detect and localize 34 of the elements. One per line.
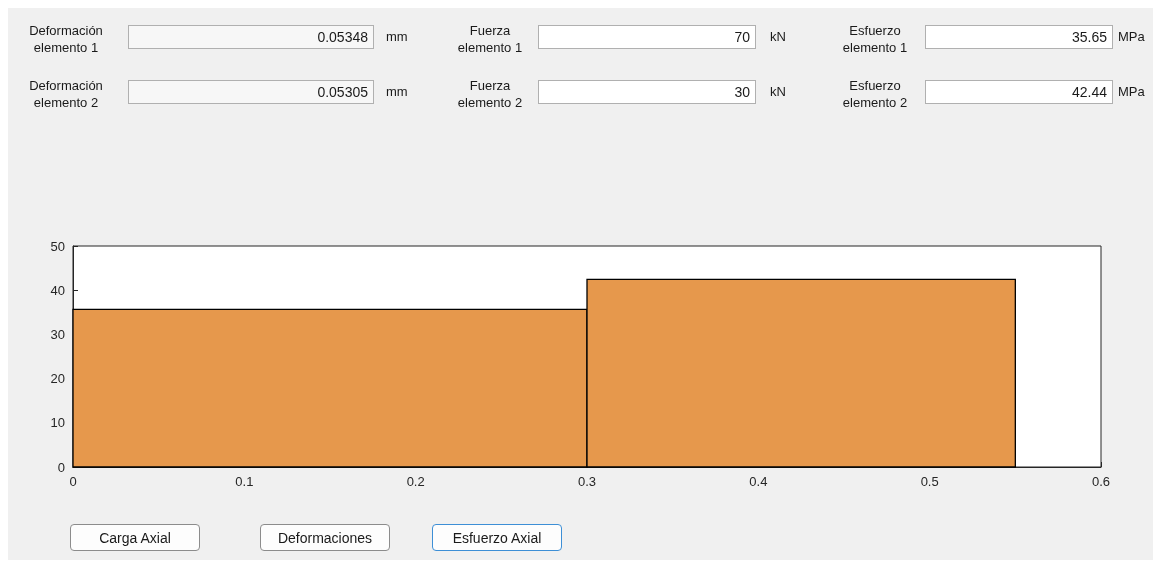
text: 30: [538, 80, 756, 104]
text: Deformación elemento 2: [28, 77, 104, 111]
y-tick-label: 40: [50, 282, 65, 298]
text: MPa: [1118, 28, 1145, 46]
y-tick-label: 20: [50, 371, 65, 387]
text: Esfuerzo elemento 2: [841, 77, 909, 111]
text: mm: [386, 83, 408, 101]
text: kN: [770, 28, 786, 46]
y-tick-label: 10: [50, 415, 65, 431]
text: 42.44: [925, 80, 1113, 104]
text: 70: [538, 25, 756, 49]
y-tick-label: 30: [50, 326, 65, 342]
text: Deformaciones: [260, 524, 390, 551]
text: Fuerza elemento 2: [456, 77, 524, 111]
text: Deformación elemento 1: [28, 22, 104, 56]
x-tick-label: 0.4: [749, 474, 768, 489]
text: Fuerza elemento 1: [456, 22, 524, 56]
y-tick-label: 0: [57, 459, 65, 475]
text: Esfuerzo Axial: [432, 524, 562, 551]
text: 0.05348: [128, 25, 374, 49]
x-tick-label: 0.2: [406, 474, 425, 489]
x-tick-label: 0: [69, 474, 77, 489]
y-tick-label: 50: [50, 238, 65, 254]
x-tick-label: 0.3: [577, 474, 597, 489]
text: Esfuerzo elemento 1: [841, 22, 909, 56]
text: 35.65: [925, 25, 1113, 49]
text: mm: [386, 28, 408, 46]
text: 0.05305: [128, 80, 374, 104]
text: MPa: [1118, 83, 1145, 101]
text: Carga Axial: [70, 524, 200, 551]
x-tick-label: 0.1: [235, 474, 254, 489]
x-tick-label: 0.6: [1091, 474, 1111, 489]
x-tick-label: 0.5: [920, 474, 939, 489]
text: kN: [770, 83, 786, 101]
